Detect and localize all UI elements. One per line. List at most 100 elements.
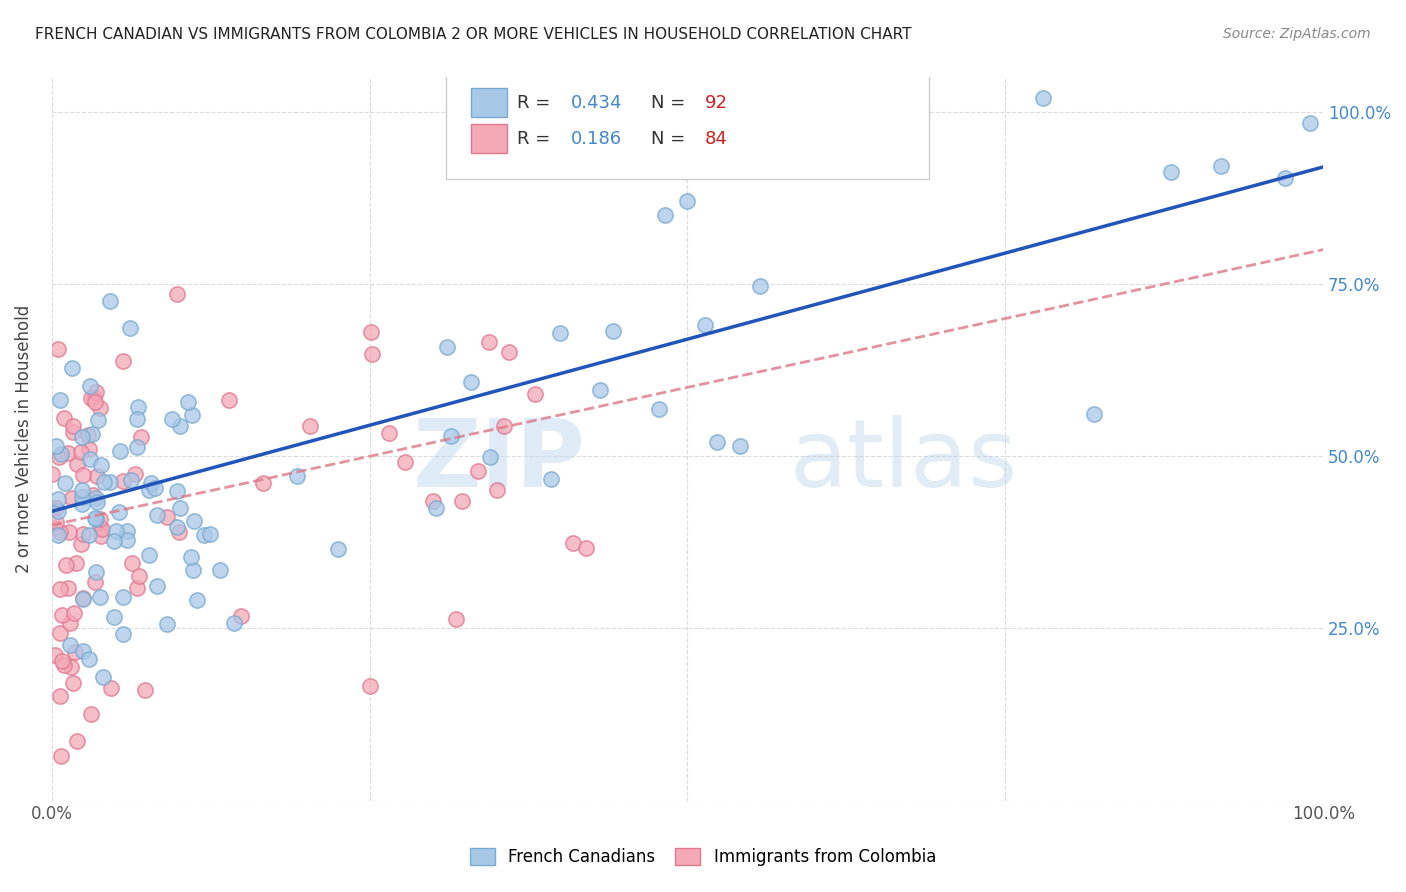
- Point: [166, 484, 188, 499]
- Point: [93, 670, 115, 684]
- Point: [479, 450, 502, 464]
- Point: [425, 501, 447, 516]
- Point: [523, 387, 546, 401]
- Text: ZIP: ZIP: [413, 415, 586, 507]
- Point: [49, 447, 72, 461]
- Point: [117, 524, 139, 538]
- Point: [728, 439, 751, 453]
- Point: [1211, 159, 1233, 173]
- Point: [155, 509, 177, 524]
- Point: [84, 566, 107, 580]
- Point: [676, 194, 699, 209]
- Point: [394, 455, 416, 469]
- Point: [1160, 164, 1182, 178]
- Point: [602, 325, 624, 339]
- Point: [127, 400, 149, 414]
- Point: [89, 590, 111, 604]
- Point: [60, 660, 83, 674]
- Point: [141, 475, 163, 490]
- Point: [648, 402, 671, 417]
- Legend: French Canadians, Immigrants from Colombia: French Canadians, Immigrants from Colomb…: [461, 840, 945, 875]
- Point: [55, 558, 77, 572]
- Point: [90, 458, 112, 472]
- Point: [105, 524, 128, 538]
- Point: [218, 392, 240, 407]
- Point: [467, 464, 489, 478]
- Point: [134, 682, 156, 697]
- Point: [115, 533, 138, 547]
- Point: [160, 412, 183, 426]
- Point: [48, 524, 70, 539]
- Point: [79, 527, 101, 541]
- Point: [60, 360, 83, 375]
- Point: [107, 505, 129, 519]
- Point: [169, 525, 191, 540]
- Point: [44, 521, 66, 535]
- Point: [575, 541, 598, 555]
- Point: [156, 617, 179, 632]
- Text: N =: N =: [651, 130, 690, 148]
- Point: [79, 706, 101, 721]
- Point: [180, 409, 202, 423]
- Bar: [471, 88, 508, 117]
- Point: [589, 383, 612, 397]
- Point: [93, 475, 115, 489]
- Point: [91, 523, 114, 537]
- Point: [146, 579, 169, 593]
- Text: 84: 84: [706, 130, 728, 148]
- Point: [66, 734, 89, 748]
- Point: [70, 490, 93, 504]
- Point: [72, 468, 94, 483]
- Point: [749, 279, 772, 293]
- Point: [89, 401, 111, 416]
- Point: [56, 446, 79, 460]
- Point: [138, 483, 160, 497]
- Point: [498, 345, 520, 359]
- Point: [1083, 408, 1105, 422]
- Point: [198, 526, 221, 541]
- Point: [70, 483, 93, 498]
- Point: [86, 468, 108, 483]
- Point: [120, 473, 142, 487]
- Point: [51, 749, 73, 764]
- Point: [62, 418, 84, 433]
- Point: [60, 491, 83, 505]
- Point: [87, 413, 110, 427]
- Point: [83, 575, 105, 590]
- Point: [112, 590, 135, 604]
- Point: [181, 563, 204, 577]
- Point: [62, 425, 84, 439]
- Point: [298, 419, 321, 434]
- Point: [63, 606, 86, 620]
- Text: R =: R =: [517, 94, 557, 112]
- Point: [111, 474, 134, 488]
- Point: [169, 501, 191, 516]
- Point: [111, 627, 134, 641]
- Point: [84, 395, 107, 409]
- Point: [79, 379, 101, 393]
- Text: Source: ZipAtlas.com: Source: ZipAtlas.com: [1223, 27, 1371, 41]
- Point: [66, 457, 89, 471]
- Point: [84, 512, 107, 526]
- Point: [128, 568, 150, 582]
- Point: [477, 335, 499, 350]
- Text: 0.434: 0.434: [571, 94, 621, 112]
- Text: 92: 92: [706, 94, 728, 112]
- Point: [59, 638, 82, 652]
- Point: [41, 467, 63, 482]
- Point: [98, 294, 121, 309]
- Point: [146, 508, 169, 522]
- Point: [70, 537, 93, 551]
- Point: [70, 497, 93, 511]
- Point: [51, 607, 73, 622]
- Point: [440, 429, 463, 443]
- Point: [112, 354, 135, 368]
- Point: [166, 286, 188, 301]
- Point: [90, 529, 112, 543]
- Point: [100, 681, 122, 695]
- FancyBboxPatch shape: [446, 70, 929, 178]
- Point: [72, 644, 94, 658]
- Point: [72, 527, 94, 541]
- Point: [82, 488, 104, 502]
- Point: [252, 476, 274, 491]
